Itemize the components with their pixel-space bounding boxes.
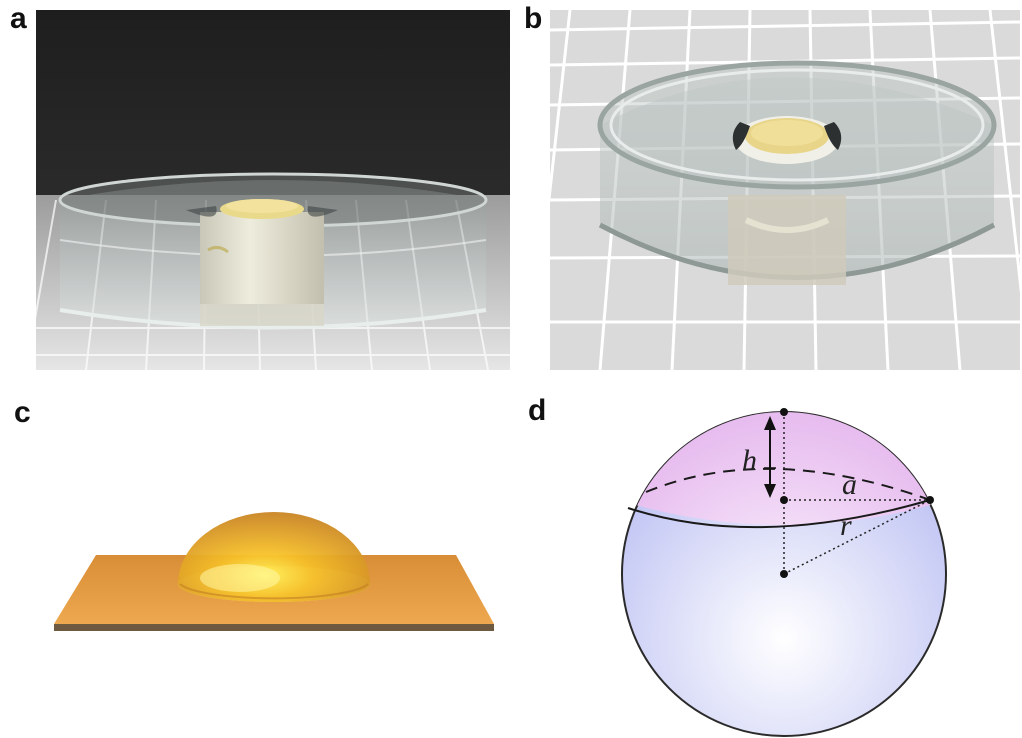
spherical-cap bbox=[622, 412, 946, 525]
apex-point bbox=[780, 408, 788, 416]
render-panel-c bbox=[40, 500, 510, 640]
photo-panel-b bbox=[550, 10, 1020, 370]
cap-base-back bbox=[645, 467, 931, 501]
label-r: r bbox=[840, 509, 852, 542]
panel-label-d: d bbox=[528, 394, 547, 427]
panel-label-a: a bbox=[10, 2, 27, 35]
panel-label-c: c bbox=[14, 396, 31, 429]
cap-base-front bbox=[627, 499, 931, 529]
diagram-panel-d: h a r bbox=[618, 400, 948, 738]
droplet-substrate-render bbox=[54, 512, 494, 631]
label-h: h bbox=[742, 444, 757, 477]
rim-point bbox=[926, 496, 934, 504]
panel-label-b: b bbox=[524, 2, 543, 35]
photo-angled-view bbox=[550, 10, 1020, 370]
base-center-point bbox=[780, 496, 788, 504]
photo-side-view bbox=[36, 10, 510, 370]
sphere-center-point bbox=[780, 570, 788, 578]
photo-panel-a bbox=[36, 10, 510, 370]
spherical-cap-diagram: h a r bbox=[621, 408, 947, 737]
label-a: a bbox=[842, 468, 857, 501]
